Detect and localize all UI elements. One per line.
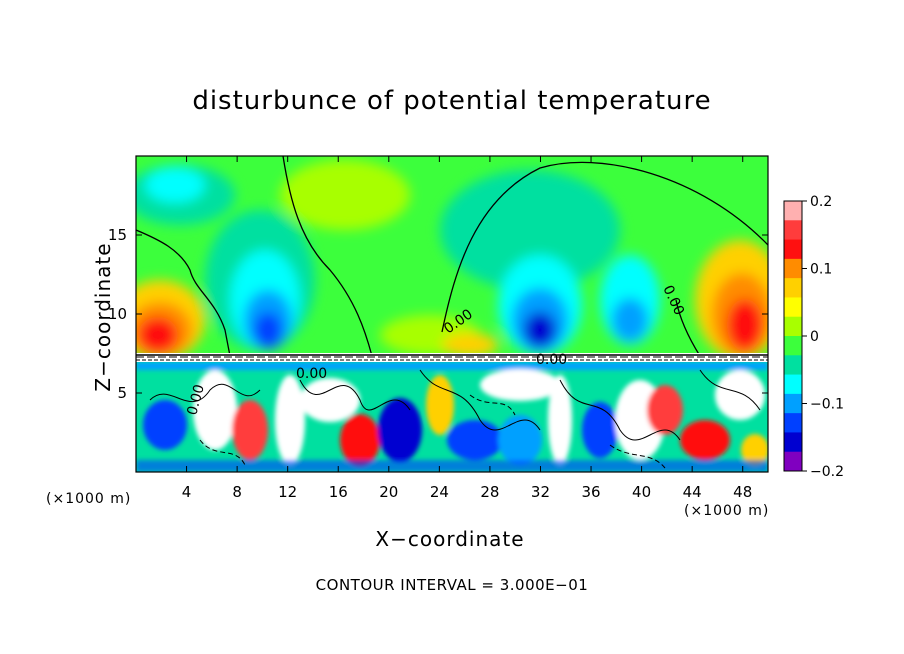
contour-interval-note: CONTOUR INTERVAL = 3.000E−01 bbox=[315, 576, 589, 594]
colorbar-swatch bbox=[784, 297, 802, 318]
colorbar-swatch bbox=[784, 413, 802, 433]
x-tick-label: 20 bbox=[379, 483, 398, 501]
colorbar-tick-label: 0.2 bbox=[810, 194, 832, 210]
contour-label: 0.00 bbox=[184, 383, 208, 417]
x-tick-label: 28 bbox=[480, 483, 499, 501]
x-axis-label: X−coordinate bbox=[375, 527, 525, 551]
x-tick-label: 24 bbox=[430, 483, 449, 501]
y-tick-label: 10 bbox=[108, 305, 127, 323]
colorbar: 0.2 0.1 0 −0.1 −0.2 bbox=[783, 194, 844, 480]
chart-title: disturbunce of potential temperature bbox=[192, 86, 712, 116]
y-axis-label: Z−coordinate bbox=[91, 242, 115, 392]
y-tick-label: 15 bbox=[108, 226, 127, 244]
colorbar-swatch bbox=[784, 393, 802, 414]
colorbar-swatch bbox=[784, 316, 802, 337]
x-unit-left: (×1000 m) bbox=[46, 491, 132, 507]
x-tick-label: 8 bbox=[232, 483, 242, 501]
x-tick-label: 44 bbox=[683, 483, 702, 501]
colorbar-swatch bbox=[784, 355, 802, 376]
x-tick-label: 48 bbox=[733, 483, 752, 501]
lower-field bbox=[136, 356, 768, 472]
y-tick-label: 5 bbox=[117, 384, 127, 402]
colorbar-tick-label: −0.1 bbox=[810, 397, 844, 413]
x-unit-right: (×1000 m) bbox=[684, 503, 770, 519]
x-tick-label: 40 bbox=[632, 483, 651, 501]
colorbar-swatch bbox=[784, 374, 802, 395]
x-tick-label: 36 bbox=[581, 483, 600, 501]
contour-label: 0.00 bbox=[296, 366, 327, 382]
colorbar-swatch bbox=[784, 278, 802, 298]
colorbar-swatch bbox=[784, 220, 802, 241]
colorbar-tick-label: 0 bbox=[810, 329, 819, 345]
inversion-band bbox=[136, 353, 768, 362]
colorbar-swatch bbox=[784, 258, 802, 279]
colorbar-tick-label: −0.2 bbox=[810, 464, 844, 480]
colorbar-swatch bbox=[784, 239, 802, 260]
colorbar-tick-label: 0.1 bbox=[810, 262, 832, 278]
x-tick-label: 32 bbox=[531, 483, 550, 501]
y-axis: 5 10 15 bbox=[108, 226, 768, 402]
colorbar-swatch bbox=[784, 336, 802, 356]
x-tick-label: 16 bbox=[329, 483, 348, 501]
contour-label: 0.00 bbox=[536, 352, 567, 368]
upper-field bbox=[136, 156, 768, 360]
colorbar-swatch bbox=[784, 451, 802, 472]
x-tick-label: 12 bbox=[278, 483, 297, 501]
x-axis: 4 8 12 16 20 24 28 32 36 40 44 48 bbox=[182, 156, 752, 501]
x-tick-label: 4 bbox=[182, 483, 192, 501]
colorbar-swatch bbox=[784, 432, 802, 453]
colorbar-swatch bbox=[784, 201, 802, 221]
